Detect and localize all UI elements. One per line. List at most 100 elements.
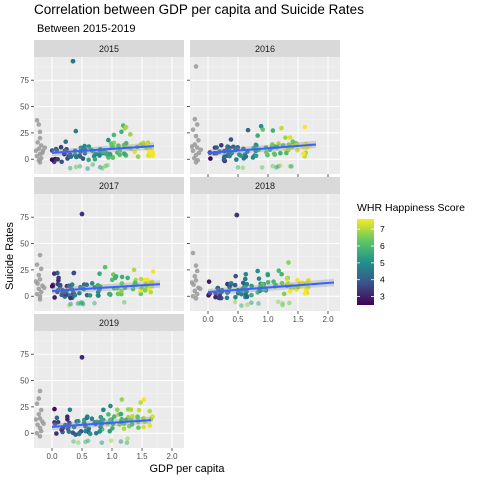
data-point	[54, 415, 60, 421]
color-legend: WHR Happiness Score 7 6 5 4 3	[357, 202, 465, 305]
data-point	[130, 413, 135, 419]
facet-strip	[34, 40, 184, 57]
na-point	[37, 293, 43, 299]
data-point	[108, 403, 113, 409]
facet-strip	[34, 314, 184, 331]
na-point	[37, 434, 43, 439]
data-point	[121, 151, 127, 157]
data-point	[106, 412, 111, 417]
na-point	[42, 145, 48, 150]
data-point-faded	[77, 164, 83, 169]
na-point	[194, 122, 200, 127]
data-point	[92, 156, 98, 162]
data-point	[242, 276, 248, 282]
na-point	[34, 417, 39, 422]
data-point	[125, 407, 131, 412]
data-point	[243, 272, 249, 277]
outlier-point	[70, 58, 76, 64]
x-tick-label: 1.5	[292, 315, 304, 324]
data-point	[208, 156, 213, 161]
data-point	[147, 408, 152, 414]
na-point	[192, 273, 198, 279]
data-point	[265, 279, 271, 285]
data-point	[136, 425, 141, 430]
na-point	[36, 411, 42, 417]
panel-content	[34, 354, 155, 446]
trend-line	[51, 145, 155, 154]
data-point-faded	[73, 164, 79, 170]
chart-title: Correlation between GDP per capita and S…	[34, 2, 364, 17]
data-point-faded	[124, 440, 130, 446]
x-tick-label: 2.0	[166, 452, 178, 461]
data-point-faded	[249, 300, 254, 306]
data-point	[218, 142, 224, 148]
data-point	[112, 414, 117, 419]
na-point	[193, 263, 199, 268]
data-point	[107, 291, 113, 297]
facet-strip	[190, 40, 340, 57]
data-point-faded	[75, 440, 81, 445]
data-point	[67, 420, 72, 426]
na-point	[38, 289, 44, 295]
data-point	[227, 153, 232, 159]
na-point	[37, 388, 43, 394]
data-point	[100, 417, 106, 423]
data-point	[93, 151, 99, 157]
data-point	[110, 155, 116, 161]
data-point-faded	[232, 299, 238, 305]
data-point	[130, 286, 136, 292]
data-point-faded	[256, 301, 261, 306]
data-point	[138, 291, 144, 297]
data-point	[301, 145, 307, 151]
data-point	[121, 426, 127, 431]
data-point	[302, 291, 308, 296]
data-point	[55, 419, 61, 425]
data-point-faded	[245, 302, 250, 308]
x-tick-label: 0.5	[232, 315, 244, 324]
data-point-faded	[105, 162, 110, 168]
data-point	[54, 431, 59, 436]
data-point	[68, 295, 73, 301]
data-point	[73, 128, 79, 134]
data-point	[240, 280, 246, 286]
data-point	[49, 157, 55, 162]
data-point	[244, 294, 250, 299]
data-point	[113, 274, 119, 279]
x-tick-label: 0.0	[202, 315, 214, 324]
data-point	[215, 285, 221, 291]
facet-panel-2019: 2019 0 25 50 75 0.0 0.5 1.0 1.5 2.0	[20, 314, 184, 461]
data-point	[256, 276, 262, 281]
x-tick-label: 0.0	[46, 452, 58, 461]
data-point	[217, 295, 222, 301]
data-point	[287, 135, 293, 140]
na-point	[191, 155, 197, 161]
data-point	[270, 142, 275, 147]
data-point	[110, 426, 115, 431]
panel-content	[34, 58, 156, 171]
chart-subtitle: Between 2015-2019	[37, 23, 135, 35]
na-point	[34, 117, 40, 123]
data-point	[123, 140, 129, 146]
data-point	[255, 268, 260, 274]
data-point	[111, 132, 117, 138]
data-point	[213, 294, 218, 300]
data-point-faded	[71, 439, 76, 444]
data-point	[58, 144, 64, 150]
data-point	[206, 279, 212, 284]
data-point-faded	[118, 439, 124, 444]
data-point	[97, 429, 102, 434]
y-tick-label: 50	[20, 240, 29, 249]
y-tick-label: 75	[20, 213, 29, 222]
data-point-faded	[278, 163, 283, 168]
data-point-faded	[85, 438, 91, 444]
data-point	[241, 156, 247, 161]
data-point	[228, 137, 234, 142]
legend-label: 7	[380, 224, 385, 234]
trend-line	[51, 283, 161, 292]
data-point	[294, 277, 300, 283]
na-point	[196, 137, 201, 143]
data-point	[138, 400, 144, 405]
legend-label: 4	[380, 275, 385, 285]
data-point	[97, 271, 102, 276]
facet-strip	[34, 177, 184, 194]
